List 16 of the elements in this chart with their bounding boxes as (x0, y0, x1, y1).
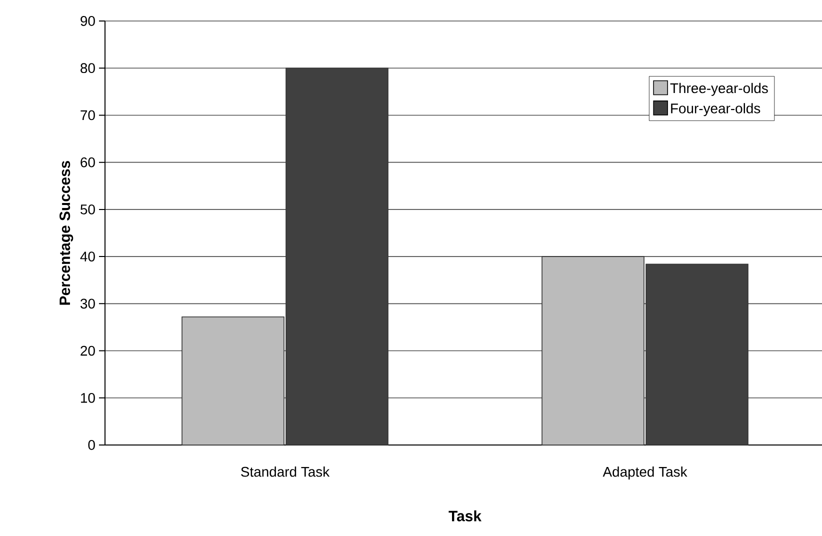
legend-label: Three-year-olds (670, 82, 768, 96)
x-tick-label: Standard Task (241, 466, 330, 477)
y-tick-label: 80 (80, 63, 95, 74)
y-axis-title: Percentage Success (60, 160, 74, 305)
y-tick-label: 70 (80, 110, 95, 120)
x-tick-label: Adapted Task (602, 466, 688, 480)
y-tick-label: 0 (88, 440, 95, 450)
legend-label: Four-year-olds (671, 103, 760, 116)
x-axis-title: Task (448, 510, 482, 522)
y-tick-label: 90 (80, 16, 95, 26)
y-tick-label: 60 (80, 157, 95, 168)
y-tick-label: 20 (80, 346, 95, 356)
y-tick-label: 40 (80, 252, 95, 262)
y-tick-label: 10 (81, 392, 95, 403)
y-tick-label: 50 (80, 204, 95, 214)
y-tick-label: 30 (80, 298, 95, 309)
